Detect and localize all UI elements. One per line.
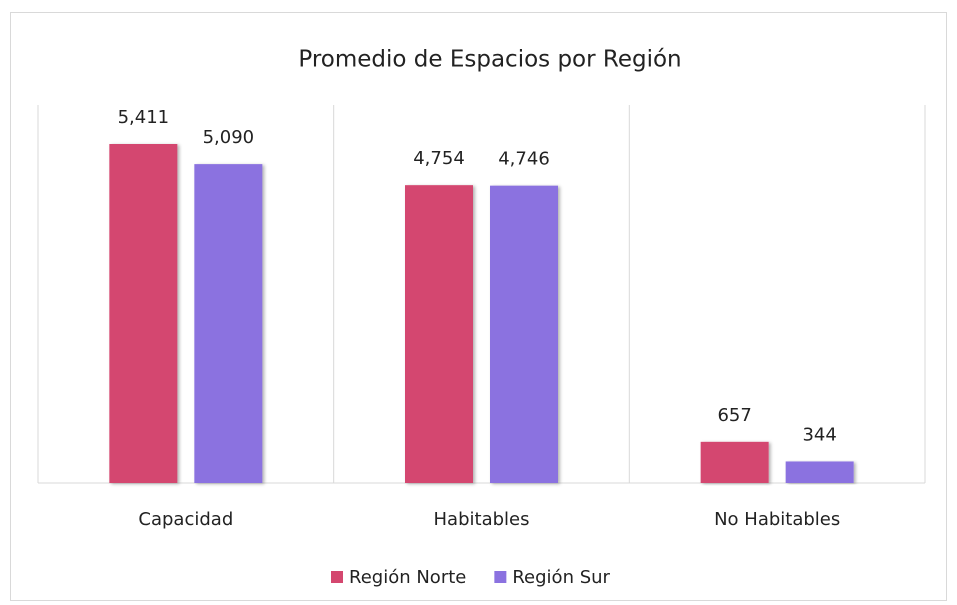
legend-label: Región Sur: [512, 567, 610, 588]
bar: [490, 185, 558, 483]
x-tick-label: Capacidad: [138, 509, 233, 530]
data-label: 657: [717, 405, 751, 426]
legend-swatch: [331, 571, 343, 583]
chart-title: Promedio de Espacios por Región: [298, 47, 681, 73]
bar: [405, 185, 473, 484]
bar: [109, 144, 178, 483]
data-label: 5,411: [118, 107, 170, 128]
data-label: 4,746: [498, 149, 550, 170]
legend-label: Región Norte: [349, 567, 466, 588]
bar: [700, 441, 769, 483]
x-tick-label: Habitables: [434, 509, 530, 530]
legend-swatch: [494, 571, 507, 583]
data-label: 344: [802, 424, 836, 445]
data-label: 5,090: [203, 127, 255, 148]
data-label: 4,754: [413, 148, 465, 169]
x-tick-label: No Habitables: [714, 509, 840, 530]
bar: [194, 164, 263, 483]
bar: [785, 461, 854, 483]
